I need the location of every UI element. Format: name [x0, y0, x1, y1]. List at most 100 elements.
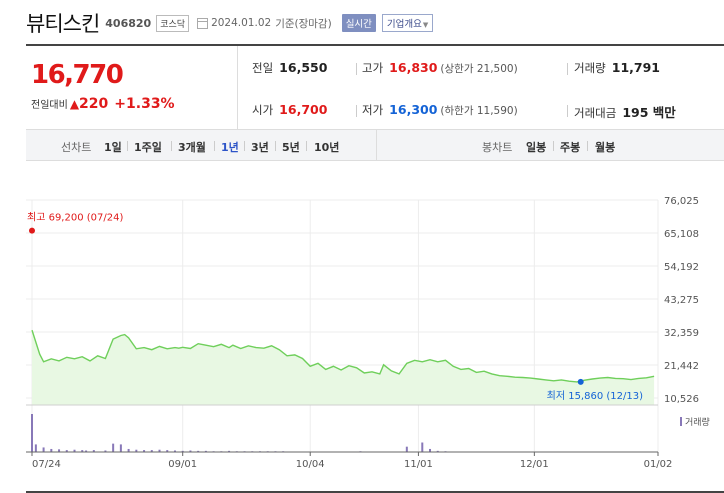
prev-close-label: 전일 [252, 61, 274, 75]
volume-bar [73, 449, 76, 452]
change-amount: 220 [79, 96, 109, 112]
tab-divider [275, 141, 276, 151]
volume-bar [34, 444, 37, 452]
period-1w[interactable]: 1주일 [134, 141, 162, 154]
amount-value: 195 백만 [622, 105, 676, 120]
volume-bar [81, 450, 84, 452]
change-percent: +1.33% [114, 96, 175, 112]
volume-bar [143, 450, 146, 452]
y-tick-label: 43,275 [664, 295, 699, 306]
high-label: 고가 [362, 61, 384, 75]
open-value: 16,700 [279, 102, 328, 117]
low-marker [577, 378, 584, 385]
volume-bar [181, 450, 184, 452]
high-cell: 고가 16,830 (상한가 21,500) [362, 60, 518, 76]
x-tick-label: 10/04 [296, 459, 325, 470]
price-box: 16,770 전일대비 ▲220 +1.33% [26, 46, 238, 130]
company-overview-label: 기업개요 [386, 19, 422, 30]
volume-bar [405, 446, 408, 452]
chevron-down-icon: ▼ [422, 21, 429, 29]
calendar-icon [197, 17, 209, 29]
stock-header: 뷰티스킨 406820 코스닥 2024.01.02 기준(장마감) 실시간 기… [26, 8, 434, 38]
tab-divider [127, 141, 128, 151]
volume-bar [31, 414, 33, 452]
candle-weekly[interactable]: 주봉 [560, 141, 581, 154]
tab-divider [214, 141, 215, 151]
period-3y[interactable]: 3년 [251, 141, 269, 154]
cell-divider [567, 105, 568, 117]
candle-daily[interactable]: 일봉 [526, 141, 547, 154]
volume-bar [119, 444, 122, 452]
high-value: 16,830 [389, 60, 438, 75]
volume-legend-label: 거래량 [685, 416, 710, 428]
low-annotation: 최저 15,860 (12/13) [547, 390, 643, 402]
x-tick-label: 07/24 [32, 459, 61, 470]
period-3m[interactable]: 3개월 [178, 141, 206, 154]
change-row: 전일대비 ▲220 +1.33% [31, 96, 175, 112]
volume-bar [135, 449, 138, 452]
volume-value: 11,791 [611, 60, 660, 75]
cell-divider [567, 63, 568, 75]
volume-bar [166, 450, 169, 452]
period-5y[interactable]: 5년 [282, 141, 300, 154]
lower-limit: (하한가 11,590) [440, 105, 518, 117]
stock-name: 뷰티스킨 [26, 12, 100, 36]
volume-bar [150, 450, 153, 452]
period-1d[interactable]: 1일 [104, 141, 122, 154]
candle-monthly[interactable]: 월봉 [595, 141, 616, 154]
volume-bar [92, 450, 95, 452]
volume-legend-swatch [680, 417, 682, 426]
volume-bar [85, 450, 88, 452]
volume-bar [112, 443, 115, 452]
y-tick-label: 76,025 [664, 196, 699, 207]
period-1y[interactable]: 1년 [221, 141, 239, 154]
low-value: 16,300 [389, 102, 438, 117]
open-cell: 시가 16,700 [252, 102, 327, 118]
prev-close-value: 16,550 [279, 60, 328, 75]
header-divider [26, 44, 724, 46]
x-tick-label: 12/01 [520, 459, 549, 470]
y-tick-label: 65,108 [664, 229, 699, 240]
candle-chart-title: 봉차트 [482, 141, 513, 154]
x-tick-label: 09/01 [168, 459, 197, 470]
period-bar-divider [376, 130, 377, 161]
change-label: 전일대비 [31, 100, 68, 111]
y-tick-label: 21,442 [664, 361, 699, 372]
realtime-button[interactable]: 실시간 [341, 14, 376, 32]
volume-bar [189, 450, 192, 452]
tab-divider [306, 141, 307, 151]
current-price: 16,770 [31, 60, 124, 90]
period-10y[interactable]: 10년 [314, 141, 340, 154]
volume-bar [58, 449, 61, 452]
volume-bar [204, 450, 207, 452]
y-tick-label: 10,526 [664, 394, 699, 405]
volume-bar [104, 450, 107, 452]
prev-close-cell: 전일 16,550 [252, 60, 327, 76]
amount-cell: 거래대금 195 백만 [574, 102, 676, 121]
stock-code: 406820 [105, 16, 152, 30]
volume-bar [173, 450, 176, 452]
volume-bar [429, 448, 432, 452]
amount-label: 거래대금 [574, 106, 617, 120]
y-tick-label: 54,192 [664, 262, 699, 273]
volume-bar [228, 450, 231, 452]
tab-divider [171, 141, 172, 151]
quote-summary: 16,770 전일대비 ▲220 +1.33% 전일 16,550 고가 16,830(… [26, 46, 724, 130]
volume-bar [50, 448, 53, 452]
high-annotation: 최고 69,200 (07/24) [27, 212, 123, 224]
market-badge: 코스닥 [156, 14, 190, 32]
volume-bar [436, 450, 439, 452]
quote-date: 2024.01.02 [211, 17, 272, 29]
tab-divider [587, 141, 588, 151]
tab-divider [244, 141, 245, 151]
company-overview-dropdown[interactable]: 기업개요▼ [381, 14, 434, 32]
x-tick-label: 01/02 [644, 459, 673, 470]
low-label: 저가 [362, 103, 384, 117]
high-marker [29, 227, 35, 234]
upper-limit: (상한가 21,500) [440, 63, 518, 75]
volume-bar [197, 450, 200, 452]
y-tick-label: 32,359 [664, 328, 699, 339]
quote-basis: 기준(장마감) [275, 17, 332, 30]
volume-label: 거래량 [574, 61, 606, 75]
